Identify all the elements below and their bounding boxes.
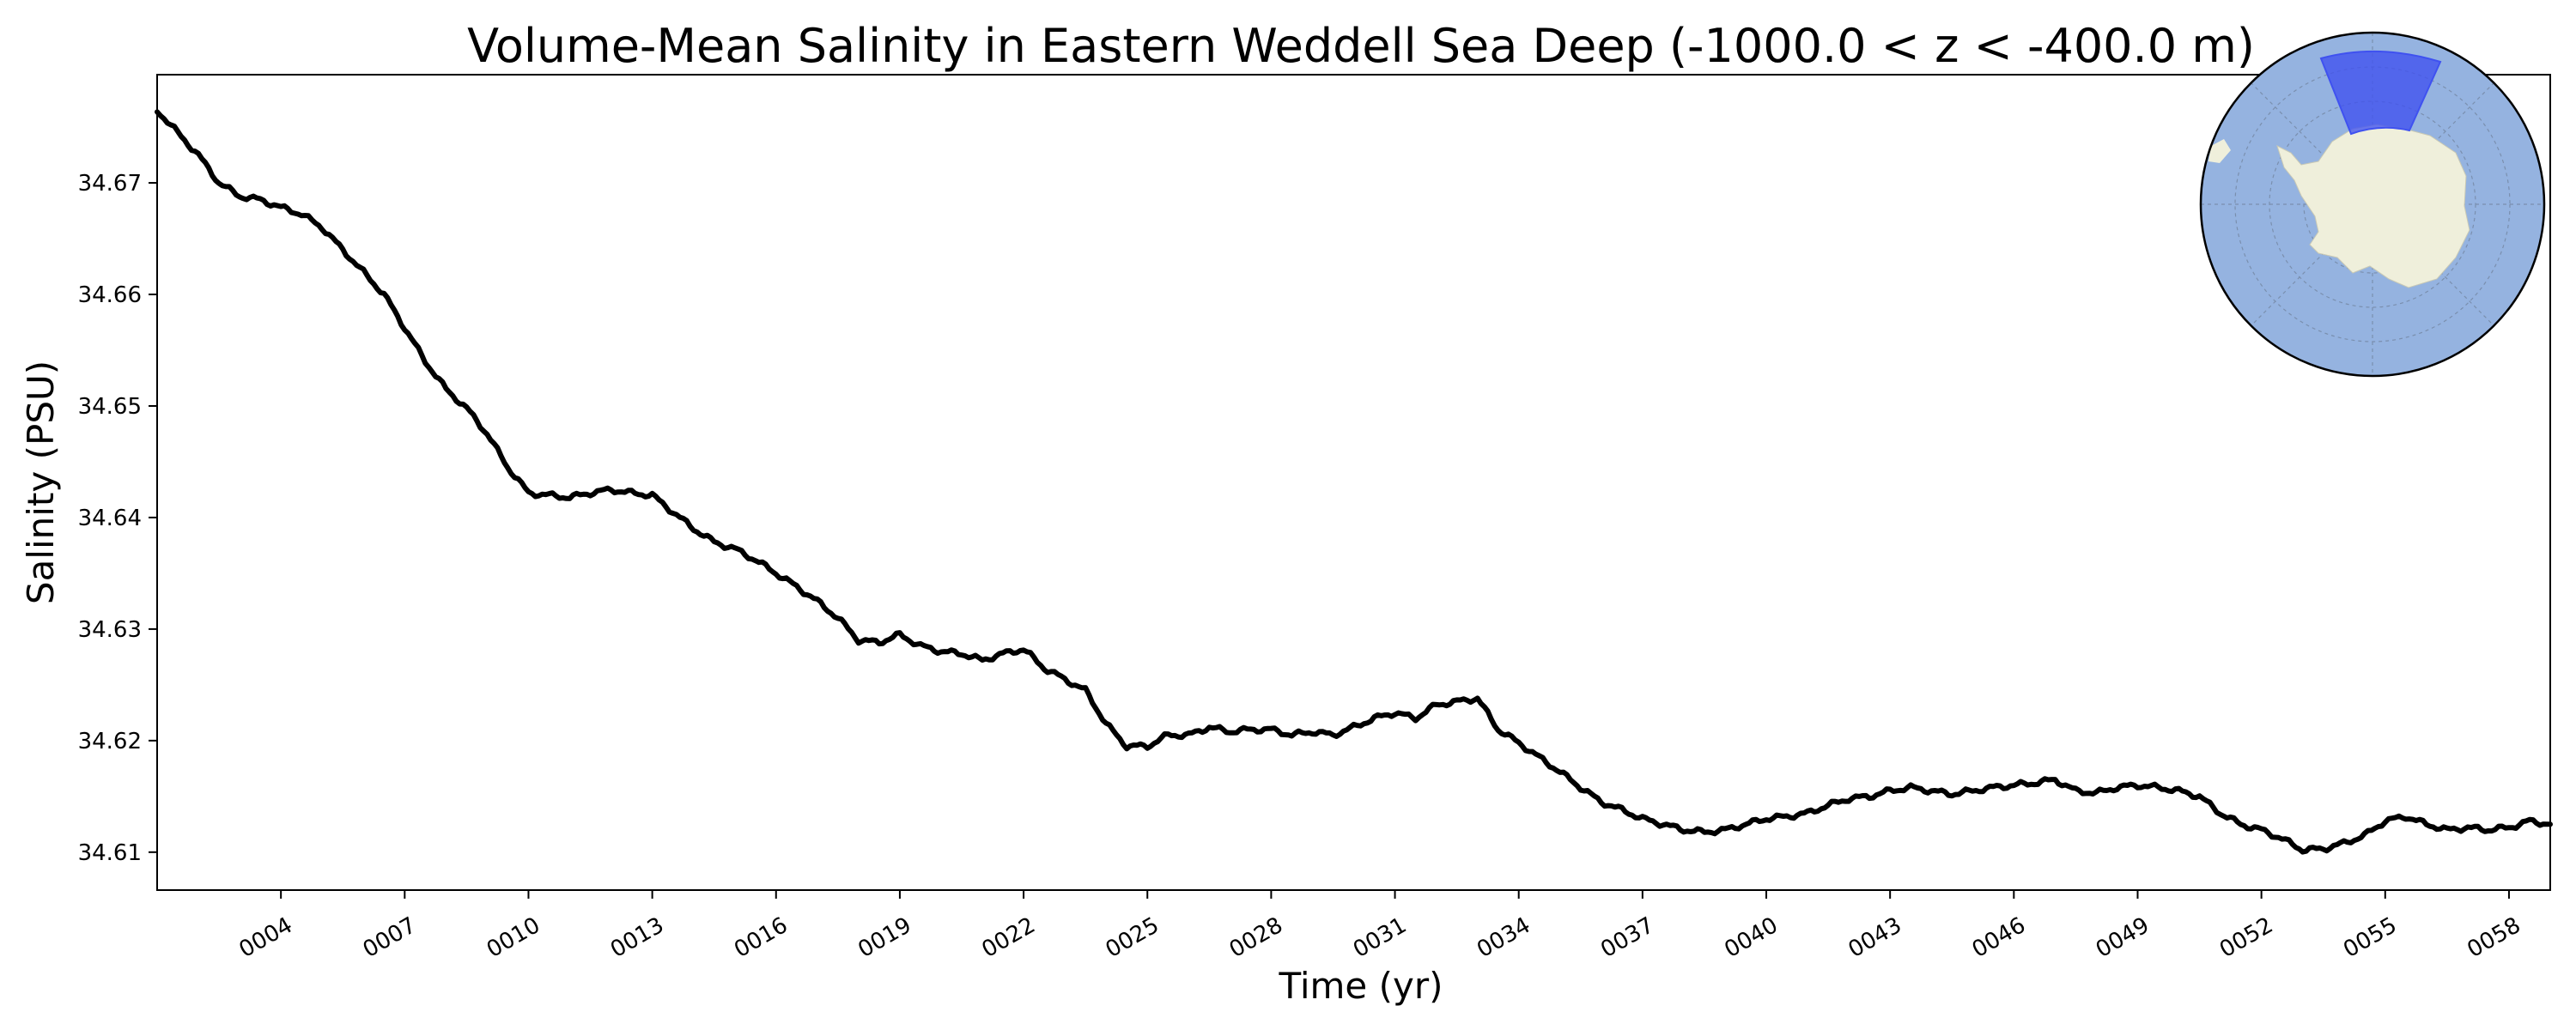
x-tick-label: 0028 bbox=[1225, 912, 1287, 963]
x-tick-label: 0004 bbox=[235, 912, 297, 963]
y-tick-label: 34.63 bbox=[78, 617, 142, 643]
x-tick-label: 0034 bbox=[1473, 912, 1534, 963]
x-tick-label: 0052 bbox=[2215, 912, 2277, 963]
x-tick-label: 0019 bbox=[854, 912, 915, 963]
y-tick-label: 34.64 bbox=[78, 506, 142, 531]
x-tick-label: 0016 bbox=[730, 912, 792, 963]
y-tick-label: 34.67 bbox=[78, 171, 142, 197]
x-tick-label: 0025 bbox=[1102, 912, 1163, 963]
x-tick-label: 0031 bbox=[1349, 912, 1411, 963]
plot-area bbox=[156, 74, 2551, 891]
x-tick-label: 0010 bbox=[483, 912, 544, 963]
antarctica-landmass bbox=[2276, 124, 2470, 288]
x-tick-label: 0058 bbox=[2463, 912, 2524, 963]
x-tick-label: 0013 bbox=[606, 912, 668, 963]
x-tick-label: 0043 bbox=[1844, 912, 1906, 963]
y-tick-label: 34.66 bbox=[78, 282, 142, 308]
y-axis-label: Salinity (PSU) bbox=[20, 360, 62, 604]
y-tick-label: 34.61 bbox=[78, 840, 142, 866]
inset-map bbox=[2199, 31, 2546, 378]
x-tick-label: 0055 bbox=[2339, 912, 2401, 963]
series-line-salinity bbox=[155, 109, 2553, 855]
weddell-sea-region bbox=[2319, 50, 2442, 136]
x-axis: 0004 0007 0010 0013 0016 0019 0022 0025 0028 0031… bbox=[235, 890, 2525, 963]
x-tick-label: 0040 bbox=[1720, 912, 1782, 963]
x-tick-label: 0007 bbox=[359, 912, 421, 963]
x-tick-label: 0046 bbox=[1968, 912, 2030, 963]
x-tick-label: 0037 bbox=[1596, 912, 1658, 963]
x-tick-label: 0049 bbox=[2092, 912, 2154, 963]
y-tick-label: 34.65 bbox=[78, 394, 142, 420]
y-tick-label: 34.62 bbox=[78, 729, 142, 754]
x-tick-label: 0022 bbox=[977, 912, 1039, 963]
y-axis: 34.61 34.62 34.63 34.64 34.65 34.66 34.67 bbox=[78, 171, 157, 866]
south-america-tip bbox=[2208, 139, 2231, 163]
chart-title: Volume-Mean Salinity in Eastern Weddell … bbox=[467, 19, 2255, 73]
map-border bbox=[2199, 31, 2546, 378]
x-axis-label: Time (yr) bbox=[1278, 965, 1443, 1007]
